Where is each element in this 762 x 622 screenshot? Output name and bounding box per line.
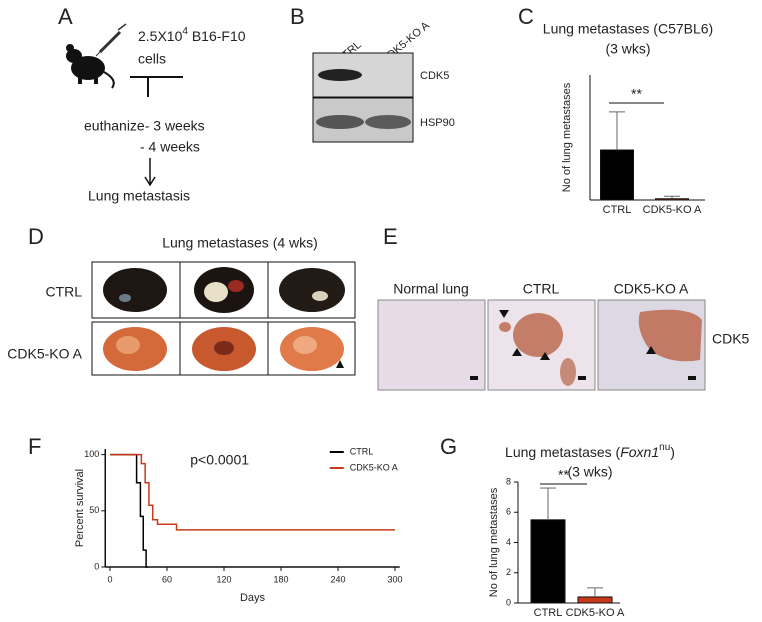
x-tick-label: CTRL — [534, 607, 563, 619]
arrow-head — [144, 176, 156, 187]
title-part: nu — [659, 442, 670, 453]
legend-label: CTRL — [350, 446, 374, 456]
bar — [577, 596, 613, 604]
histology-images — [377, 299, 706, 391]
cells-text: cells — [138, 51, 166, 67]
x-tick-label: 0 — [107, 574, 112, 584]
y-tick-label: 0 — [94, 561, 99, 571]
annotation: ** — [558, 467, 569, 483]
title-part: ) — [670, 444, 675, 460]
time-text: - 4 weeks — [140, 139, 200, 155]
x-tick-label: 60 — [162, 574, 172, 584]
y-axis-label: No of lung metastases — [561, 82, 573, 192]
panel-label: C — [518, 4, 534, 29]
panel-title: Lung metastases (4 wks) — [162, 235, 318, 251]
chart-title: Lung metastases (C57BL6) — [543, 21, 713, 37]
euthanize-text: euthanize- 3 weeks — [84, 118, 205, 134]
panel-label: A — [58, 4, 73, 29]
lung-photos — [91, 261, 356, 376]
panel-label: F — [28, 434, 41, 459]
column-label: CDK5-KO A — [614, 281, 689, 297]
row-label: CTRL — [45, 284, 82, 300]
x-tick-label: 300 — [387, 574, 402, 584]
x-axis-label: Days — [240, 592, 266, 604]
y-axis-label: Percent survival — [74, 469, 86, 547]
x-tick-label: 240 — [330, 574, 345, 584]
dose: 2.5X10 — [138, 28, 183, 44]
chart-title: Lung metastases (Foxn1nu) — [505, 442, 675, 460]
y-tick-label: 50 — [89, 505, 99, 515]
bar — [655, 198, 689, 201]
mouse-icon — [66, 23, 127, 89]
band-label: CDK5 — [420, 70, 449, 82]
band-label: HSP90 — [420, 117, 455, 129]
legend-label: CDK5-KO A — [350, 462, 398, 472]
title-part: Foxn1 — [620, 444, 659, 460]
outcome-text: Lung metastasis — [88, 188, 190, 204]
exponent: 4 — [182, 26, 188, 37]
stain-label: CDK5 — [712, 331, 750, 347]
row-label: CDK5-KO A — [7, 346, 82, 362]
panel-label: D — [28, 224, 44, 249]
survival-curve — [110, 453, 148, 568]
y-tick-label: 0 — [506, 597, 511, 607]
y-tick-label: 6 — [506, 507, 511, 517]
x-tick-label: CDK5-KO A — [566, 607, 625, 619]
x-tick-label: 120 — [216, 574, 231, 584]
x-tick-label: 180 — [273, 574, 288, 584]
chart-subtitle: (3 wks) — [605, 41, 650, 57]
x-tick-label: CTRL — [603, 204, 632, 216]
y-tick-label: 2 — [506, 567, 511, 577]
y-tick-label: 100 — [84, 449, 99, 459]
dose-text: 2.5X104 B16-F10 — [138, 26, 246, 44]
panel-label: E — [383, 224, 398, 249]
western-blot — [312, 52, 414, 143]
column-label: CTRL — [523, 281, 560, 297]
annotation: ** — [631, 86, 642, 102]
panel-label: G — [440, 434, 457, 459]
x-tick-label: CDK5-KO A — [643, 204, 702, 216]
panel-label: B — [290, 4, 305, 29]
bar — [600, 149, 634, 201]
title-part: Lung metastases ( — [505, 444, 621, 460]
chart-subtitle: (3 wks) — [567, 464, 612, 480]
y-tick-label: 8 — [506, 476, 511, 486]
survival-curve — [110, 453, 395, 531]
y-axis-label: No of lung metastases — [488, 487, 500, 597]
annotation: p<0.0001 — [190, 452, 249, 468]
column-label: Normal lung — [393, 281, 468, 297]
y-tick-label: 4 — [506, 537, 511, 547]
cell-line: B16-F10 — [188, 28, 246, 44]
bar — [530, 519, 566, 604]
